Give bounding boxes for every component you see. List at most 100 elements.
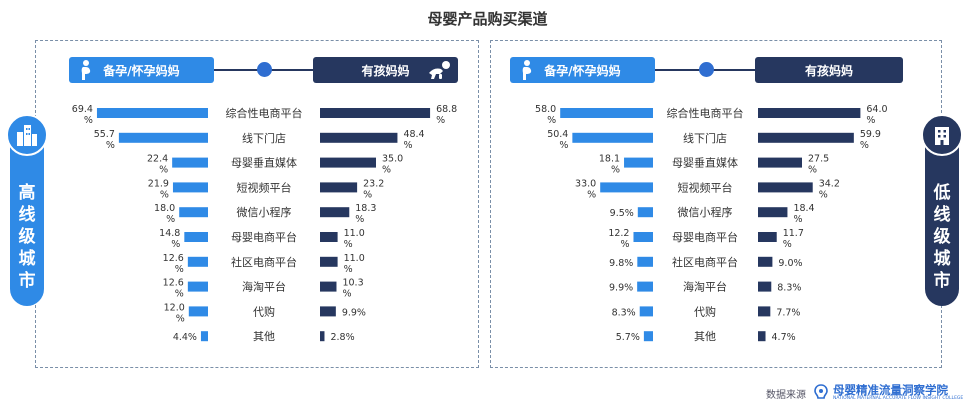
- category-label: 代购: [253, 304, 275, 318]
- value-label-withkid: 9.0%: [778, 258, 802, 269]
- value-label-withkid: 18.4: [793, 203, 814, 214]
- value-label-withkid: %: [344, 239, 353, 250]
- bar-pregnant: [560, 108, 653, 118]
- value-label-withkid: %: [860, 140, 869, 151]
- value-label-pregnant: %: [176, 313, 185, 324]
- value-label-withkid: %: [403, 140, 412, 151]
- bar-pregnant: [179, 207, 208, 218]
- bar-pregnant: [96, 108, 208, 118]
- high-tier-panel: 备孕/怀孕妈妈 有孩妈妈 综合性电商平台 69.4% 68.8% 线下门店 55.7% 4…: [35, 40, 479, 368]
- value-label-withkid: %: [793, 214, 802, 225]
- bar-withkid: [758, 281, 772, 292]
- category-label: 短视频平台: [678, 180, 733, 194]
- bar-withkid: [758, 132, 854, 143]
- value-label-pregnant: 9.9%: [609, 283, 633, 294]
- category-label: 母婴垂直媒体: [231, 156, 297, 170]
- bar-pregnant: [187, 256, 208, 267]
- value-label-withkid: 23.2: [363, 178, 384, 189]
- legend-connector-dot: [257, 62, 272, 77]
- legend-pregnant-left: 备孕/怀孕妈妈: [69, 57, 214, 83]
- bar-pregnant: [172, 182, 208, 193]
- value-label-pregnant: %: [611, 165, 620, 176]
- low-tier-side-title: 低线级城市: [933, 183, 951, 291]
- bar-withkid: [320, 132, 398, 143]
- value-label-withkid: 59.9: [860, 129, 881, 140]
- value-label-pregnant: 18.0: [154, 203, 175, 214]
- bar-withkid: [758, 108, 861, 118]
- value-label-withkid: %: [382, 165, 391, 176]
- value-label-withkid: 2.8%: [330, 332, 354, 343]
- bar-withkid: [320, 256, 338, 267]
- bar-pregnant: [187, 281, 208, 292]
- bar-withkid: [320, 331, 325, 342]
- category-label: 代购: [694, 304, 716, 318]
- source-label: 数据来源: [766, 390, 806, 401]
- value-label-pregnant: %: [160, 189, 169, 200]
- value-label-pregnant: 8.3%: [612, 307, 636, 318]
- high-tier-side-text: 高线级城市: [10, 182, 44, 292]
- value-label-pregnant: %: [175, 264, 184, 275]
- value-label-pregnant: %: [620, 239, 629, 250]
- value-label-withkid: 48.4: [403, 129, 424, 140]
- category-label: 其他: [253, 330, 275, 343]
- bar-pregnant: [637, 256, 653, 267]
- bar-pregnant: [188, 306, 208, 317]
- value-label-withkid: 8.3%: [777, 283, 801, 294]
- value-label-withkid: %: [436, 115, 445, 126]
- value-label-withkid: %: [808, 165, 817, 176]
- category-label: 社区电商平台: [672, 255, 738, 269]
- bar-withkid: [320, 182, 358, 193]
- bar-withkid: [758, 232, 777, 242]
- bar-withkid: [320, 281, 337, 292]
- value-label-withkid: %: [819, 189, 828, 200]
- legend-pregnant-label: 备孕/怀孕妈妈: [544, 63, 621, 78]
- value-label-withkid: 11.0: [344, 253, 365, 264]
- category-label: 母婴垂直媒体: [672, 156, 738, 170]
- legend-withkid-right: 有孩妈妈: [755, 57, 903, 83]
- value-label-pregnant: 21.9: [148, 178, 169, 189]
- bar-pregnant: [600, 182, 653, 193]
- category-label: 线下门店: [242, 131, 286, 145]
- value-label-pregnant: 4.4%: [173, 332, 197, 343]
- category-label: 综合性电商平台: [667, 106, 744, 120]
- bar-pregnant: [118, 132, 208, 143]
- value-label-pregnant: 9.8%: [609, 258, 633, 269]
- bar-pregnant: [633, 232, 653, 242]
- value-label-pregnant: %: [175, 289, 184, 300]
- value-label-withkid: %: [355, 214, 364, 225]
- legend-pregnant-right: 备孕/怀孕妈妈: [510, 57, 655, 83]
- source-name: 母婴精准流量洞察学院: [833, 383, 948, 397]
- value-label-pregnant: 50.4: [547, 129, 568, 140]
- category-label: 母婴电商平台: [672, 230, 738, 244]
- bar-withkid: [320, 207, 350, 218]
- city-buildings-icon: [6, 114, 48, 156]
- low-tier-panel: 备孕/怀孕妈妈 有孩妈妈 综合性电商平台 58.0% 64.0% 线下门店 50.4% 5…: [490, 40, 942, 368]
- legend-withkid-left: 有孩妈妈: [313, 57, 458, 83]
- legend-withkid-label: 有孩妈妈: [804, 63, 853, 78]
- value-label-withkid: %: [342, 289, 351, 300]
- value-label-withkid: %: [363, 189, 372, 200]
- value-label-pregnant: %: [547, 115, 556, 126]
- building-icon: [921, 114, 963, 156]
- value-label-withkid: 64.0: [866, 104, 887, 115]
- value-label-pregnant: %: [84, 115, 93, 126]
- category-label: 海淘平台: [683, 280, 727, 294]
- low-tier-chart: 综合性电商平台58.0%64.0%线下门店50.4%59.9%母婴垂直媒体18.…: [535, 104, 888, 343]
- bar-withkid: [758, 306, 771, 317]
- source-logo-icon: [814, 384, 828, 399]
- category-label: 社区电商平台: [231, 255, 297, 269]
- value-label-pregnant: %: [171, 239, 180, 250]
- value-label-pregnant: 22.4: [147, 154, 168, 165]
- bar-pregnant: [172, 157, 208, 168]
- legend-connector-dot: [699, 62, 714, 77]
- legend-withkid-label: 有孩妈妈: [361, 63, 410, 78]
- value-label-withkid: 9.9%: [342, 307, 366, 318]
- bar-pregnant: [643, 331, 653, 342]
- value-label-withkid: 27.5: [808, 154, 829, 165]
- pregnant-woman-icon: [522, 60, 532, 80]
- value-label-pregnant: 5.7%: [616, 332, 640, 343]
- value-label-pregnant: 58.0: [535, 104, 556, 115]
- category-label: 海淘平台: [242, 280, 286, 294]
- category-label: 微信小程序: [678, 205, 733, 219]
- bar-pregnant: [637, 281, 653, 292]
